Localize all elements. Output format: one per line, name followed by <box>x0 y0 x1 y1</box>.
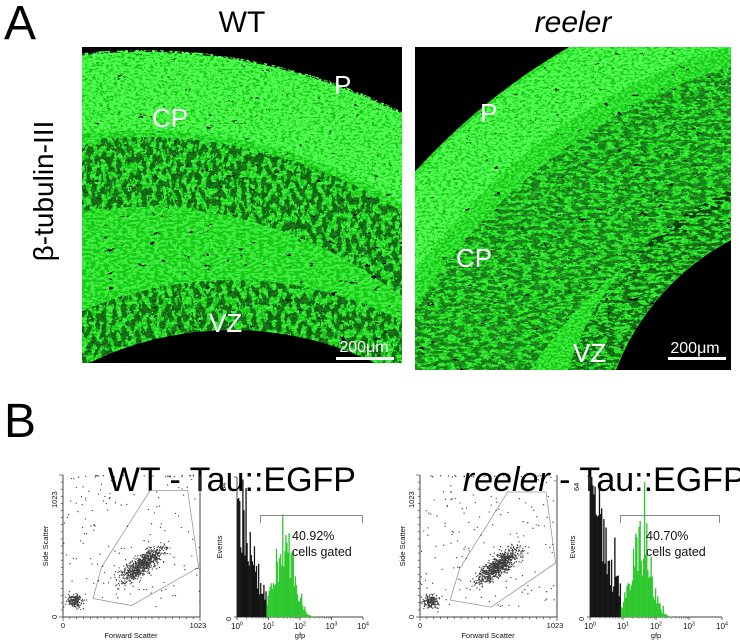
reeler-column-title: reeler <box>534 6 612 39</box>
reeler-facs-title: reeler - Tau::EGFP <box>425 422 740 539</box>
wt-dark-band <box>82 137 402 298</box>
svg-text:103: 103 <box>683 622 695 632</box>
svg-text:100: 100 <box>584 622 596 632</box>
reeler-facs-suffix: - Tau::EGFP <box>549 461 740 499</box>
svg-text:103: 103 <box>326 622 338 632</box>
wt-ssc-axis-label: Side Scatter <box>41 525 50 566</box>
reeler-facs-genotype: reeler <box>462 461 550 499</box>
panel-a-label: A <box>4 0 37 50</box>
wt-ssc-min-tick-label: 0 <box>50 615 59 619</box>
wt-scale-bar-label: 200μm <box>339 339 389 356</box>
reeler-events-axis-label: Events <box>568 535 577 558</box>
reeler-gfp-axis-label: gfp <box>651 631 661 640</box>
wt-facs-suffix: - Tau::EGFP <box>160 461 356 499</box>
scatter-plot-wt: 1023 0 Side Scatter 0 1023 Forward Scatt… <box>41 474 207 640</box>
wt-facs-genotype: WT <box>107 461 161 499</box>
histogram-wt: 64 0 Events gfp 100 101 102 103 104 <box>215 476 369 640</box>
reeler-gate-bracket <box>620 515 720 523</box>
wt-events-min-tick-label: 0 <box>224 617 233 621</box>
wt-fsc-min-tick-label: 0 <box>61 621 65 630</box>
wt-vz-band <box>82 280 402 363</box>
wt-column-title: WT <box>218 6 266 39</box>
reeler-region-label-vz: VZ <box>573 338 607 368</box>
reeler-gated-annotation: 40.70% cells gated <box>646 528 706 560</box>
wt-gate-bracket <box>260 515 363 523</box>
reeler-events-min-tick-label: 0 <box>577 617 586 621</box>
reeler-region-label-p: P <box>480 98 498 128</box>
reeler-ventricle <box>615 240 731 370</box>
wt-cp-band <box>82 50 402 204</box>
wt-gfp-axis-label: gfp <box>295 631 305 640</box>
wt-region-label-cp: CP <box>152 103 189 133</box>
reeler-scale-bar <box>668 357 726 360</box>
reeler-events-max-tick-label: 64 <box>572 483 581 491</box>
svg-text:100: 100 <box>231 622 243 632</box>
svg-text:104: 104 <box>357 622 369 632</box>
histogram-reeler: 64 0 Events gfp 100 101 102 103 104 <box>568 476 728 640</box>
reeler-ssc-min-tick-label: 0 <box>407 615 416 619</box>
panel-b-label: B <box>4 395 37 448</box>
beta-tubulin-row-label: β-tubulin-III <box>28 120 59 262</box>
wt-fsc-max-tick-label: 1023 <box>190 621 207 630</box>
micrograph-reeler <box>415 47 731 370</box>
wt-ventricle <box>89 330 375 363</box>
reeler-region-label-cp: CP <box>456 243 493 273</box>
svg-text:101: 101 <box>263 622 275 632</box>
wt-region-label-p: P <box>334 70 352 100</box>
wt-region-label-vz: VZ <box>209 308 243 338</box>
reeler-gated-caption: cells gated <box>646 545 706 559</box>
svg-text:101: 101 <box>617 622 629 632</box>
reeler-fsc-axis-label: Forward Scatter <box>461 631 515 640</box>
wt-facs-title: WT - Tau::EGFP <box>63 422 363 539</box>
wt-gated-annotation: 40.92% cells gated <box>292 528 352 560</box>
reeler-fsc-min-tick-label: 0 <box>418 621 422 630</box>
reeler-ssc-max-tick-label: 1023 <box>407 491 416 508</box>
reeler-ssc-axis-label: Side Scatter <box>398 525 407 566</box>
svg-text:102: 102 <box>294 622 306 632</box>
wt-scale-bar <box>336 357 394 360</box>
wt-fsc-axis-label: Forward Scatter <box>104 631 158 640</box>
wt-events-max-tick-label: 64 <box>219 483 228 491</box>
scatter-plot-reeler: 1023 0 Side Scatter 0 1023 Forward Scatt… <box>398 474 564 640</box>
reeler-scale-bar-label: 200μm <box>670 340 720 357</box>
svg-text:104: 104 <box>716 622 728 632</box>
micrograph-wt <box>82 47 402 363</box>
svg-text:102: 102 <box>650 622 662 632</box>
wt-gated-percent: 40.92% <box>292 529 335 543</box>
wt-ssc-max-tick-label: 1023 <box>50 491 59 508</box>
reeler-fsc-max-tick-label: 1023 <box>547 621 564 630</box>
wt-gated-caption: cells gated <box>292 545 352 559</box>
reeler-gated-percent: 40.70% <box>646 529 689 543</box>
wt-events-axis-label: Events <box>215 535 224 558</box>
